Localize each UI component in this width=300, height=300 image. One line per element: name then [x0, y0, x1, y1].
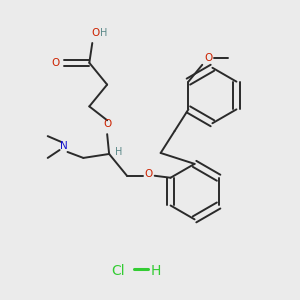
Text: H: H	[116, 147, 123, 157]
Text: N: N	[60, 141, 68, 151]
Text: Cl: Cl	[112, 264, 125, 278]
Text: O: O	[103, 119, 111, 129]
Text: H: H	[151, 264, 161, 278]
Text: O: O	[52, 58, 60, 68]
Text: O: O	[145, 169, 153, 179]
Text: O: O	[204, 53, 212, 63]
Text: H: H	[100, 28, 108, 38]
Text: O: O	[91, 28, 99, 38]
